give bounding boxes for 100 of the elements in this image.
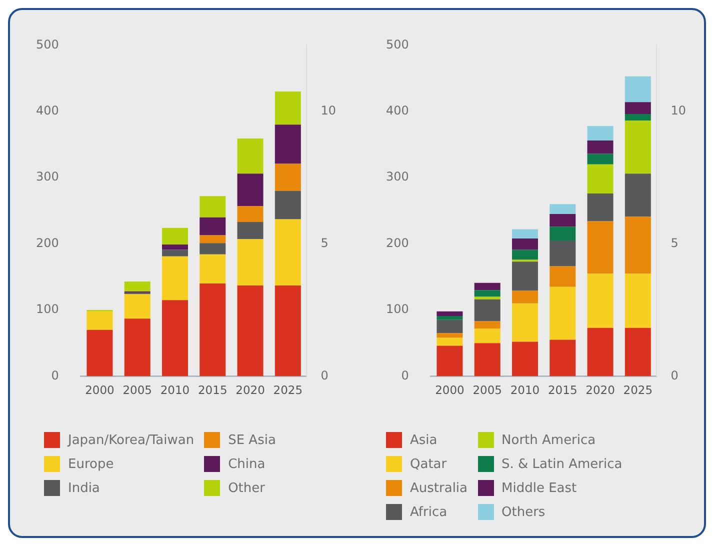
bar — [624, 274, 651, 328]
x-tick-label: 2005 — [472, 383, 502, 398]
y-tick-label: 300 — [36, 170, 59, 184]
bar — [274, 92, 301, 125]
bar — [200, 196, 226, 218]
bar — [274, 164, 301, 191]
bar — [237, 286, 264, 376]
x-tick-label: 2015 — [548, 383, 578, 398]
legend-label: China — [228, 456, 266, 472]
bar — [237, 174, 264, 206]
bar — [512, 250, 538, 260]
y2-tick-label: 10 — [670, 104, 686, 118]
legend-label: Middle East — [502, 480, 577, 496]
bar — [237, 222, 264, 240]
bar — [436, 320, 463, 334]
bar — [587, 221, 614, 274]
y-tick-label: 400 — [386, 104, 409, 118]
bar — [274, 124, 301, 164]
bar — [436, 346, 463, 376]
y-tick-label: 300 — [386, 170, 409, 184]
x-tick-label: 2005 — [122, 383, 152, 398]
legend-label: Japan/Korea/Taiwan — [68, 432, 194, 448]
bar — [550, 204, 576, 214]
legend-label: Others — [502, 504, 546, 520]
legend-label: Europe — [68, 456, 114, 472]
bar — [550, 266, 576, 287]
bar — [512, 303, 538, 342]
bar — [436, 338, 463, 346]
bar — [162, 250, 188, 256]
x-tick-label: 2010 — [160, 383, 190, 398]
bar — [474, 299, 500, 322]
bar — [587, 193, 614, 222]
bar — [86, 311, 113, 330]
bar — [162, 256, 188, 300]
y2-tick-label: 0 — [320, 368, 328, 382]
bar — [474, 328, 500, 344]
bar — [436, 316, 463, 320]
bar — [474, 321, 500, 329]
bar — [550, 286, 576, 340]
bar — [624, 114, 651, 121]
bar — [587, 274, 614, 328]
bar — [124, 282, 150, 292]
y-tick-label: 0 — [51, 368, 59, 382]
bar — [200, 217, 226, 236]
bar — [587, 126, 614, 141]
bar — [162, 244, 188, 250]
bar — [274, 219, 301, 286]
bar — [162, 228, 188, 244]
y2-tick-label: 5 — [670, 236, 678, 250]
bar — [162, 300, 188, 376]
bar — [587, 140, 614, 154]
y-tick-label: 200 — [386, 236, 409, 250]
x-tick-label: 2020 — [586, 383, 615, 398]
bar — [512, 238, 538, 250]
legend-label: Africa — [410, 504, 448, 520]
bar — [124, 294, 150, 319]
y-tick-label: 500 — [36, 37, 59, 52]
x-tick-label: 2025 — [623, 383, 653, 398]
bar — [624, 76, 651, 102]
bar — [86, 330, 113, 376]
legend-label: Other — [228, 480, 265, 496]
y-tick-label: 400 — [36, 104, 59, 118]
legend-label: North America — [502, 432, 596, 448]
bar — [124, 318, 150, 376]
bar — [274, 286, 301, 376]
bar — [624, 102, 651, 114]
y2-tick-label: 0 — [670, 368, 678, 382]
bar — [474, 290, 500, 297]
bar — [624, 328, 651, 376]
bar — [474, 282, 500, 290]
bar — [200, 284, 226, 376]
x-tick-label: 2025 — [273, 383, 303, 398]
legend-label: India — [68, 480, 100, 496]
y2-tick-label: 5 — [320, 236, 328, 250]
y-tick-label: 200 — [36, 236, 59, 250]
bar — [200, 235, 226, 244]
x-tick-label: 2020 — [236, 383, 265, 398]
bar — [474, 343, 500, 376]
bar — [237, 138, 264, 174]
y2-tick-label: 10 — [320, 104, 336, 118]
bar — [512, 262, 538, 291]
y-tick-label: 0 — [401, 368, 409, 382]
x-tick-label: 2010 — [510, 383, 540, 398]
bar — [274, 190, 301, 220]
bar — [624, 216, 651, 274]
x-tick-label: 2015 — [198, 383, 228, 398]
bar — [550, 226, 576, 240]
bar — [512, 229, 538, 239]
bar — [436, 333, 463, 338]
x-tick-label: 2000 — [85, 383, 114, 398]
y-tick-label: 100 — [386, 302, 409, 316]
bar — [587, 154, 614, 164]
bar — [624, 174, 651, 217]
bar — [512, 290, 538, 304]
bar — [587, 164, 614, 194]
legend-label: Asia — [410, 432, 438, 448]
y-tick-label: 500 — [386, 37, 409, 52]
bar — [550, 214, 576, 227]
bar — [587, 328, 614, 376]
bar — [200, 243, 226, 254]
